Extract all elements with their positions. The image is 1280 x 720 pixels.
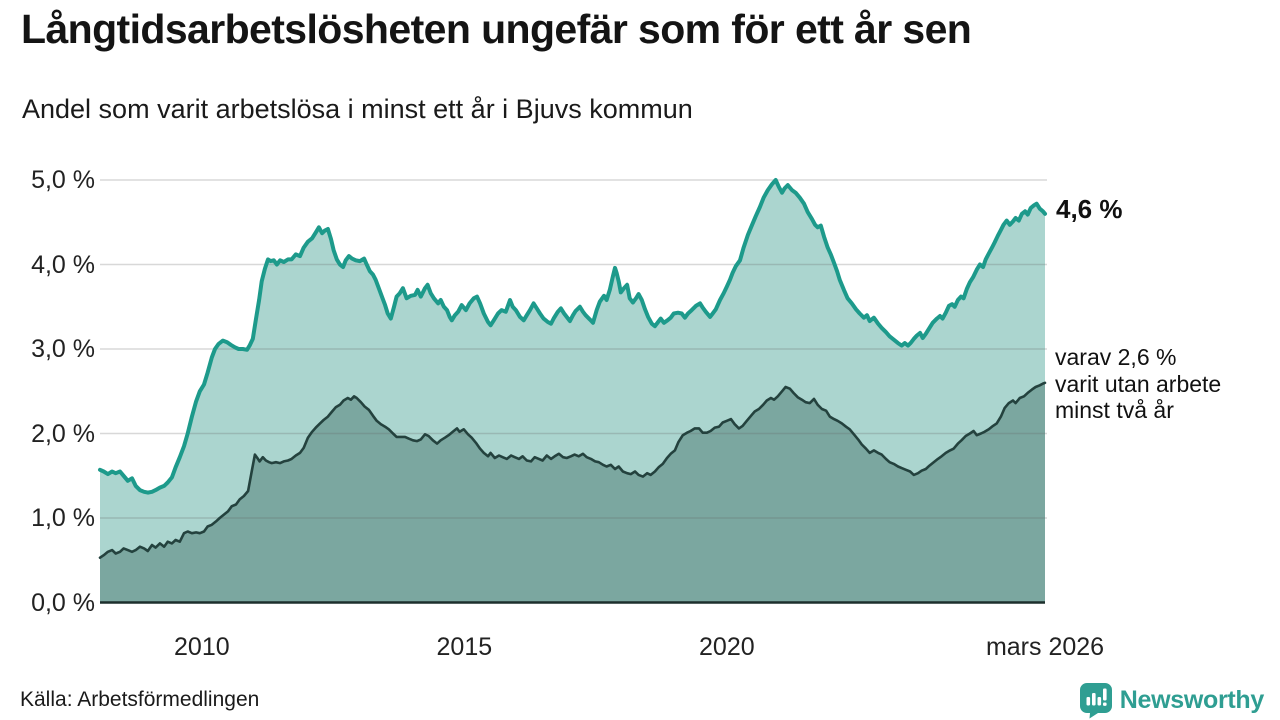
chart-lines	[98, 178, 1047, 559]
two-year-annotation-line2: varit utan arbete	[1055, 370, 1222, 397]
newsworthy-logo: Newsworthy	[1079, 682, 1264, 719]
end-value-annotation: 4,6 %	[1056, 194, 1123, 224]
x-tick-label: 2020	[699, 633, 755, 661]
y-tick-label: 0,0 %	[31, 588, 95, 617]
area-two-years	[100, 382, 1045, 603]
x-tick-label: 2010	[174, 633, 230, 661]
x-tick-label: 2015	[436, 633, 493, 661]
y-tick-label: 5,0 %	[31, 166, 95, 194]
page-subtitle: Andel som varit arbetslösa i minst ett å…	[22, 94, 693, 124]
line-total	[98, 178, 1047, 495]
y-tick-label: 3,0 %	[31, 335, 95, 363]
y-tick-label: 1,0 %	[31, 504, 95, 532]
two-year-annotation-line3: minst två år	[1055, 397, 1174, 423]
newsworthy-logo-text: Newsworthy	[1119, 686, 1265, 714]
page-title: Långtidsarbetslösheten ungefär som för e…	[21, 6, 972, 52]
y-tick-label: 2,0 %	[31, 419, 95, 448]
line-two-years	[98, 381, 1047, 559]
chart-areas	[100, 180, 1045, 603]
source-text: Källa: Arbetsförmedlingen	[20, 688, 260, 711]
chart-gridlines	[100, 179, 1047, 519]
newsworthy-logo-icon	[1079, 683, 1112, 719]
y-tick-label: 4,0 %	[31, 250, 95, 279]
two-year-annotation-line1: varav 2,6 %	[1055, 344, 1177, 370]
two-year-annotation: varav 2,6 % varit utan arbete minst två …	[1055, 344, 1221, 424]
x-tick-label: mars 2026	[985, 633, 1105, 661]
